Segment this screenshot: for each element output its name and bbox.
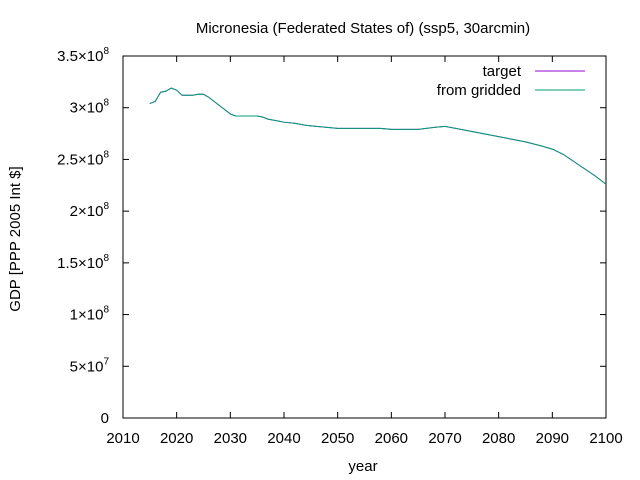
y-tick-label: 0	[101, 410, 109, 427]
series-line	[149, 87, 607, 185]
legend-label: target	[483, 63, 522, 80]
legend-label: from gridded	[437, 82, 521, 99]
y-tick-label: 2.5×108	[57, 149, 109, 168]
y-tick-label: 2×108	[70, 201, 110, 220]
x-tick-label: 2070	[428, 430, 461, 447]
series-line	[149, 87, 607, 185]
legend: target from gridded	[437, 63, 585, 99]
x-axis-title: year	[348, 458, 377, 475]
y-axis-title: GDP [PPP 2005 Int $]	[7, 166, 24, 311]
x-tick-label: 2040	[267, 430, 300, 447]
plot-border	[122, 55, 607, 419]
x-tick-label: 2090	[536, 430, 569, 447]
x-tick-label: 2020	[160, 430, 193, 447]
x-axis-ticks: 2010 2020 2030 2040 2050 2060 2070 2080 2090 2100	[106, 56, 623, 447]
y-tick-label: 5×107	[70, 356, 110, 375]
x-tick-label: 2050	[321, 430, 354, 447]
y-axis-ticks: 0 5×107 1×108 1.5×108 2×108 2.5×108 3×108 3.5×1…	[57, 46, 606, 427]
chart-title: Micronesia (Federated States of) (ssp5, …	[196, 20, 530, 37]
x-tick-label: 2030	[214, 430, 247, 447]
y-tick-label: 1×108	[70, 305, 110, 324]
plot-frame	[122, 55, 607, 419]
x-tick-label: 2100	[589, 430, 622, 447]
x-tick-label: 2080	[482, 430, 515, 447]
y-tick-label: 3.5×108	[57, 46, 109, 65]
x-tick-label: 2060	[375, 430, 408, 447]
y-tick-label: 3×108	[70, 98, 110, 117]
y-tick-label: 1.5×108	[57, 253, 109, 272]
x-tick-label: 2010	[106, 430, 139, 447]
series-layer	[149, 87, 607, 185]
